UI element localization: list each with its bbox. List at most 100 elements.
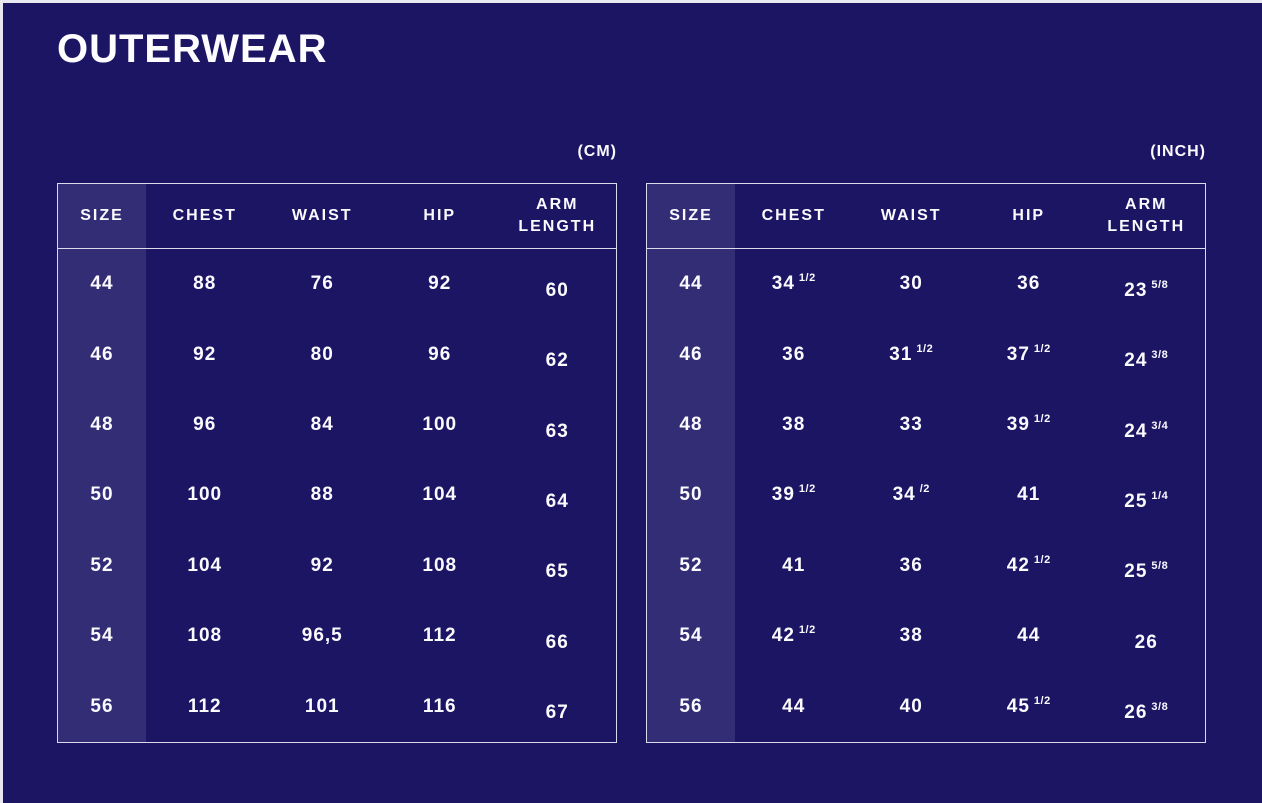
- cm-table-section: (CM) SIZE CHEST WAIST HIP ARM LENGTH 44 88 76 92…: [57, 143, 617, 743]
- measurement-cell-cm-50-arm-length: 64: [499, 460, 617, 530]
- measurement-cell-cm-52-chest: 104: [146, 531, 264, 601]
- measurement-cell-cm-54-hip: 112: [381, 601, 499, 671]
- column-header-label: HIP: [423, 207, 457, 225]
- size-cell-cm-44: 44: [58, 249, 146, 320]
- size-cell-inch-46: 46: [647, 319, 735, 390]
- measurement-cell-cm-52-arm-length: 65: [499, 531, 617, 601]
- measurement-value: 101: [304, 695, 340, 717]
- measurement-value: 40: [899, 695, 923, 717]
- measurement-fraction: 1/2: [916, 342, 934, 355]
- measurement-value: 96: [193, 414, 217, 436]
- measurement-value: 34: [892, 484, 916, 506]
- measurement-value: 116: [422, 695, 457, 717]
- size-value: 50: [679, 484, 703, 506]
- measurement-value: 66: [545, 631, 569, 653]
- measurement-value: 96: [428, 343, 452, 365]
- size-tables-container: (CM) SIZE CHEST WAIST HIP ARM LENGTH 44 88 76 92…: [57, 143, 1206, 743]
- measurement-cell-inch-56-arm-length: 26 3/8: [1088, 672, 1206, 742]
- size-cell-cm-48: 48: [58, 389, 146, 461]
- measurement-cell-cm-56-hip: 116: [381, 672, 499, 742]
- measurement-value: 38: [899, 625, 923, 647]
- measurement-cell-cm-44-waist: 76: [264, 249, 382, 319]
- size-value: 48: [90, 414, 114, 436]
- column-header-label: CHEST: [172, 207, 237, 225]
- measurement-cell-inch-50-chest: 39 1/2: [735, 460, 853, 530]
- measurement-cell-cm-50-chest: 100: [146, 460, 264, 530]
- measurement-value: 100: [187, 484, 223, 506]
- measurement-value: 96,5: [301, 625, 343, 647]
- column-header-chest: CHEST: [146, 184, 264, 249]
- measurement-cell-inch-50-waist: 34/2: [853, 460, 971, 530]
- measurement-value: 88: [310, 484, 334, 506]
- column-header-waist: WAIST: [852, 184, 970, 249]
- measurement-cell-inch-56-hip: 45 1/2: [970, 672, 1088, 742]
- measurement-fraction: 1/2: [1033, 694, 1051, 707]
- inch-unit-label: (INCH): [1150, 143, 1206, 160]
- size-cell-cm-46: 46: [58, 319, 146, 390]
- measurement-value: 64: [545, 490, 569, 512]
- size-value: 56: [90, 695, 114, 717]
- column-header-label: HIP: [1012, 207, 1046, 225]
- top-edge-strip: [0, 0, 1262, 3]
- measurement-cell-cm-44-chest: 88: [146, 249, 264, 319]
- measurement-value: 67: [545, 702, 569, 724]
- size-cell-inch-56: 56: [647, 671, 735, 742]
- column-header-label: ARM LENGTH: [1107, 196, 1186, 235]
- measurement-fraction: 3/8: [1151, 349, 1169, 362]
- measurement-value: 108: [187, 625, 223, 647]
- measurement-cell-cm-46-hip: 96: [381, 319, 499, 389]
- measurement-value: 76: [310, 273, 334, 295]
- inch-table-section: (INCH) SIZE CHEST WAIST HIP ARM LENGTH 44 34 1/…: [646, 143, 1206, 743]
- column-header-label: WAIST: [880, 207, 942, 225]
- measurement-value: 25: [1124, 490, 1148, 512]
- measurement-value: 23: [1124, 279, 1148, 301]
- measurement-cell-cm-54-chest: 108: [146, 601, 264, 671]
- measurement-cell-inch-50-hip: 41: [970, 460, 1088, 530]
- measurement-cell-inch-54-waist: 38: [853, 601, 971, 671]
- measurement-cell-cm-56-waist: 101: [264, 672, 382, 742]
- inch-size-table: SIZE CHEST WAIST HIP ARM LENGTH 44 34 1/2 30 36 23…: [646, 183, 1206, 743]
- measurement-value: 100: [422, 414, 458, 436]
- size-cell-cm-50: 50: [58, 460, 146, 531]
- measurement-cell-cm-48-chest: 96: [146, 390, 264, 460]
- measurement-cell-inch-46-hip: 37 1/2: [970, 319, 1088, 389]
- measurement-cell-inch-48-chest: 38: [735, 390, 853, 460]
- measurement-value: 44: [1017, 625, 1041, 647]
- column-header-label: CHEST: [761, 207, 826, 225]
- measurement-value: 39: [771, 484, 795, 506]
- column-header-hip: HIP: [381, 184, 499, 249]
- size-value: 54: [90, 625, 114, 647]
- measurement-value: 30: [899, 273, 923, 295]
- measurement-value: 33: [899, 414, 923, 436]
- measurement-value: 108: [422, 554, 458, 576]
- measurement-value: 38: [782, 414, 806, 436]
- measurement-cell-cm-48-hip: 100: [381, 390, 499, 460]
- size-value: 50: [90, 484, 114, 506]
- measurement-fraction: 1/2: [1033, 553, 1051, 566]
- column-header-label: ARM LENGTH: [518, 196, 597, 235]
- measurement-fraction: 1/2: [798, 624, 816, 637]
- measurement-cell-cm-48-arm-length: 63: [499, 390, 617, 460]
- measurement-cell-cm-54-arm-length: 66: [499, 601, 617, 671]
- size-value: 44: [679, 273, 703, 295]
- page-title: OUTERWEAR: [57, 27, 328, 71]
- measurement-cell-cm-46-waist: 80: [264, 319, 382, 389]
- measurement-fraction: 5/8: [1151, 278, 1169, 291]
- measurement-cell-inch-52-chest: 41: [735, 531, 853, 601]
- measurement-cell-cm-46-chest: 92: [146, 319, 264, 389]
- measurement-fraction: 5/8: [1151, 560, 1169, 573]
- measurement-cell-cm-48-waist: 84: [264, 390, 382, 460]
- measurement-cell-inch-44-waist: 30: [853, 249, 971, 319]
- measurement-value: 41: [1017, 484, 1041, 506]
- measurement-cell-inch-50-arm-length: 25 1/4: [1088, 460, 1206, 530]
- measurement-cell-inch-44-hip: 36: [970, 249, 1088, 319]
- measurement-cell-cm-52-hip: 108: [381, 531, 499, 601]
- measurement-cell-cm-50-waist: 88: [264, 460, 382, 530]
- measurement-value: 31: [889, 343, 913, 365]
- size-value: 52: [90, 554, 114, 576]
- size-value: 48: [679, 414, 703, 436]
- measurement-cell-inch-52-arm-length: 25 5/8: [1088, 531, 1206, 601]
- measurement-value: 112: [422, 625, 457, 647]
- measurement-value: 92: [428, 273, 452, 295]
